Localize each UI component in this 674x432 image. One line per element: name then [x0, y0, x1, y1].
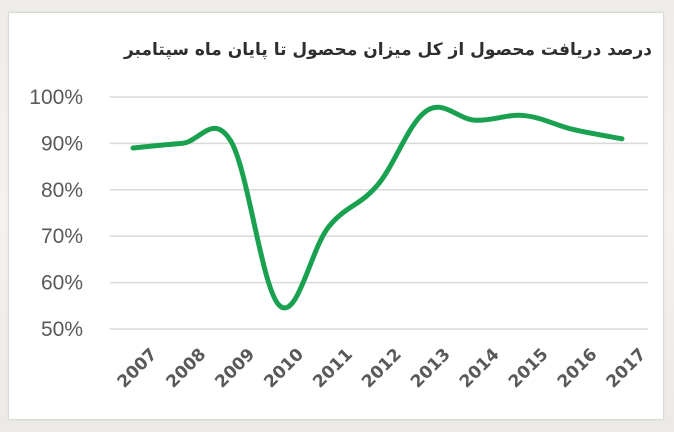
y-tick-label: 90% [41, 132, 83, 155]
y-tick-label: 80% [41, 179, 83, 202]
x-tick-label: 2010 [260, 345, 308, 393]
x-tick-label: 2013 [407, 345, 455, 393]
series-line [130, 104, 625, 311]
gridlines [110, 96, 648, 330]
x-tick-label: 2011 [309, 345, 357, 393]
chart-title: درصد دریافت محصول از کل میزان محصول تا پ… [123, 40, 652, 60]
x-axis-ticks: 2007 2008 2009 2010 2011 2012 2013 2014 2015 2016… [114, 345, 651, 393]
x-tick-label: 2015 [505, 345, 553, 393]
x-tick-label: 2008 [163, 345, 211, 393]
x-tick-label: 2017 [603, 345, 651, 393]
y-axis-ticks: 100% 90% 80% 70% 60% 50% [29, 86, 83, 341]
y-tick-label: 60% [41, 272, 83, 295]
x-tick-label: 2012 [358, 345, 406, 393]
y-tick-label: 70% [41, 225, 83, 248]
x-tick-label: 2009 [211, 345, 259, 393]
x-tick-label: 2014 [456, 345, 504, 393]
x-tick-label: 2016 [554, 345, 602, 393]
x-tick-label: 2007 [114, 345, 162, 393]
y-tick-label: 50% [41, 318, 83, 341]
y-tick-label: 100% [29, 86, 83, 109]
